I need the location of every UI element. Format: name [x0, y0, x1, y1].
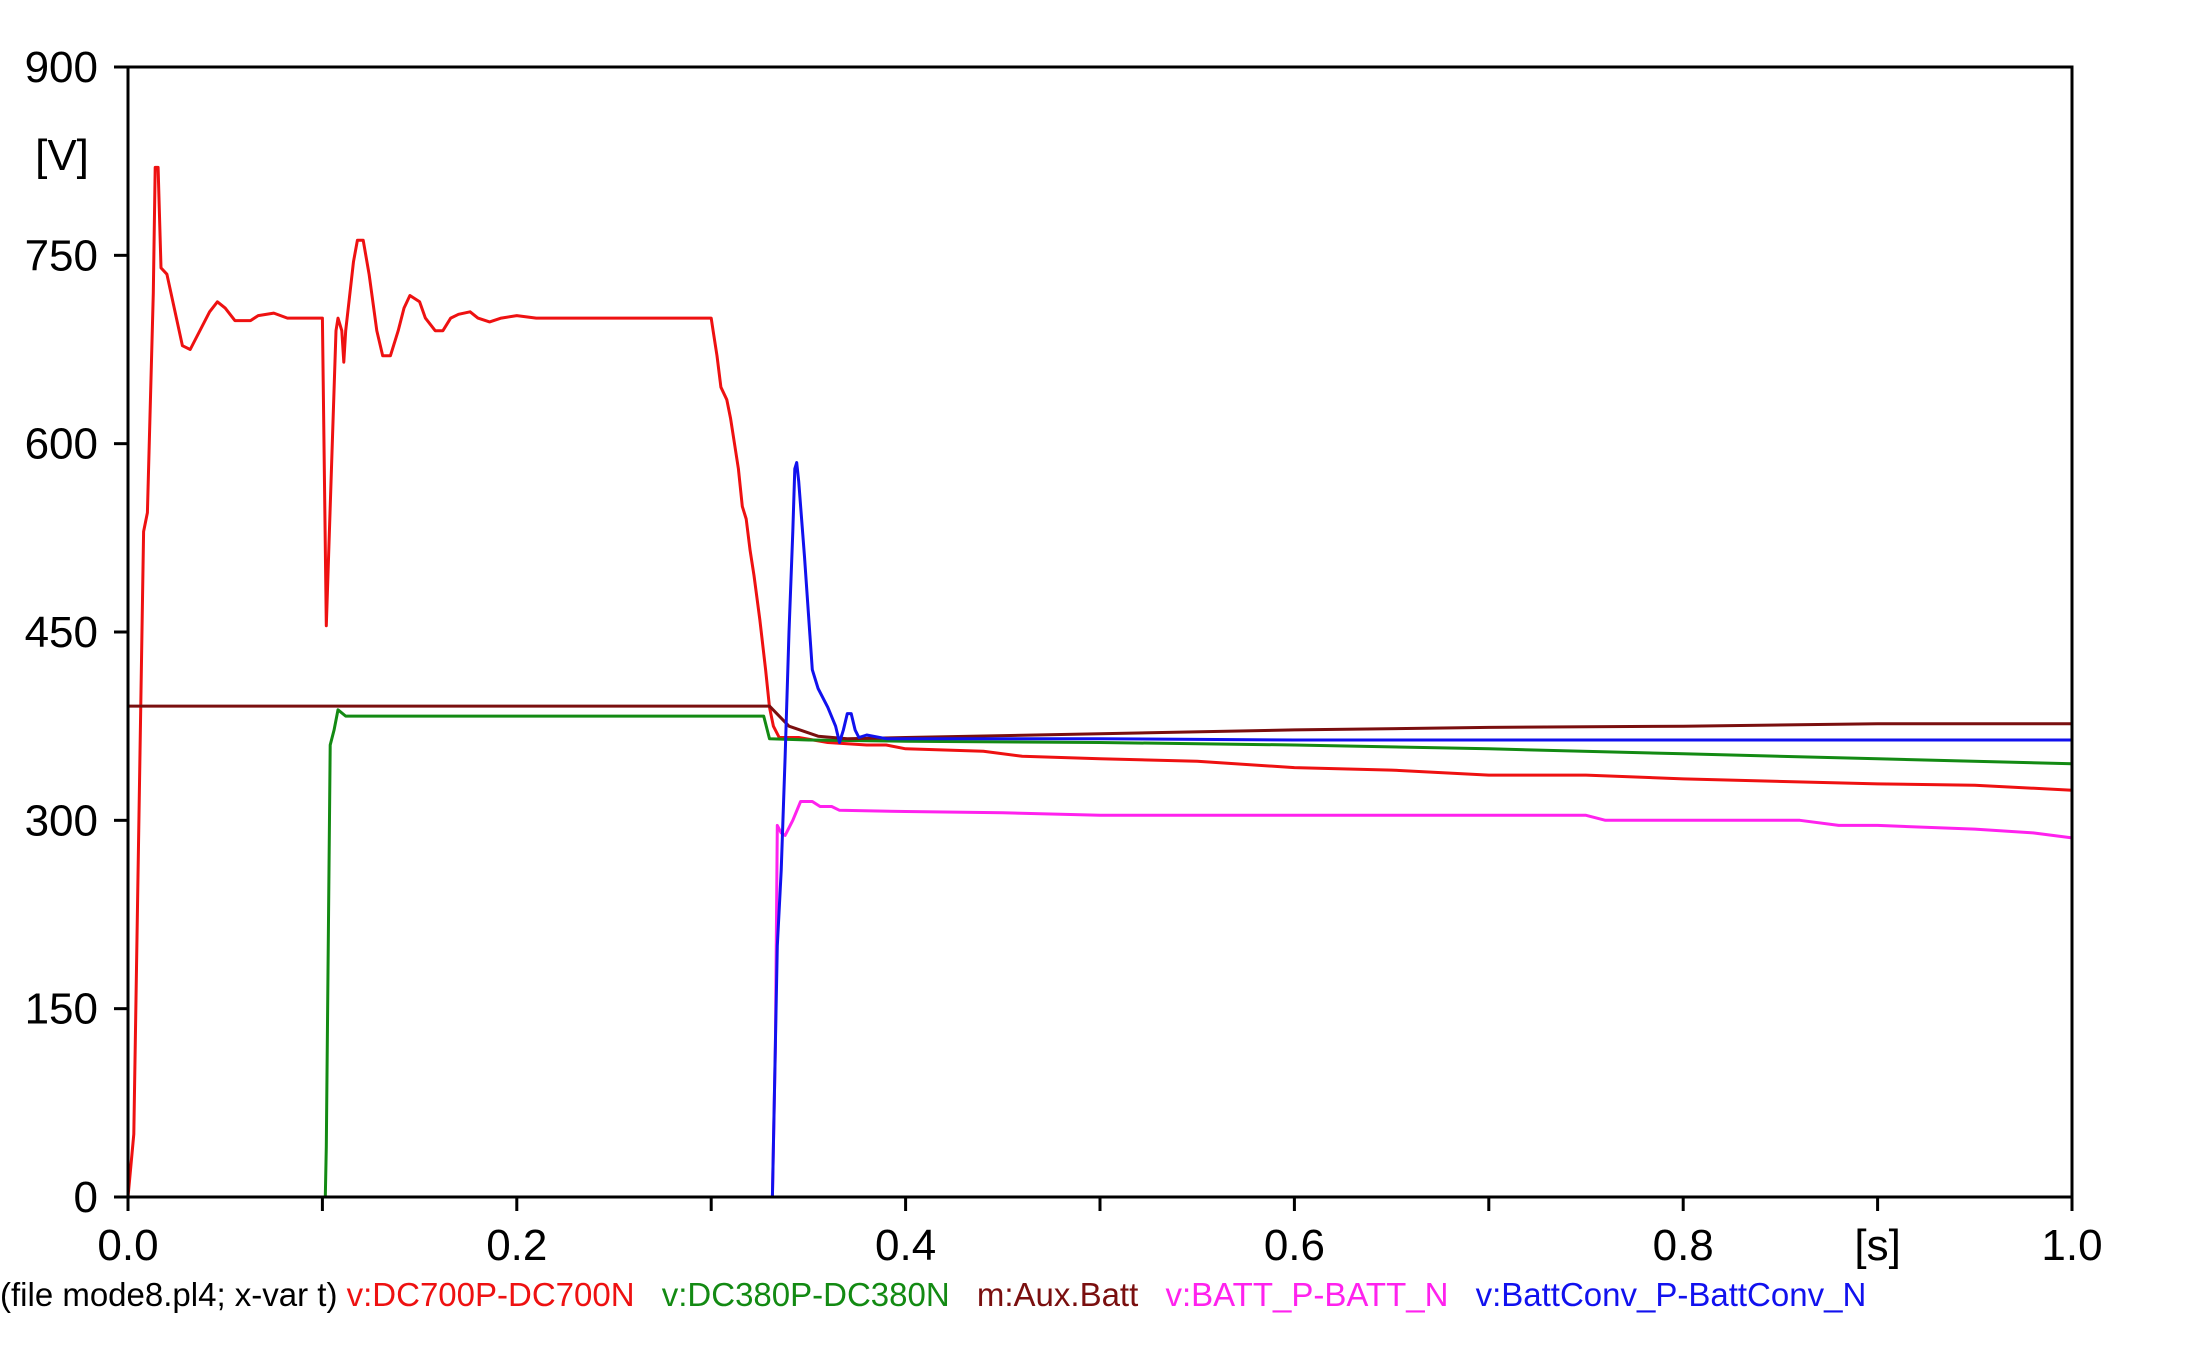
series-line-2 [128, 704, 2072, 741]
y-tick-label: 750 [25, 231, 98, 280]
legend-entry-aux-batt: m:Aux.Batt [977, 1276, 1138, 1313]
y-tick-label: 150 [25, 985, 98, 1034]
legend-entry-dc700: v:DC700P-DC700N [347, 1276, 635, 1313]
series-line-4 [128, 461, 2072, 1199]
y-tick-label: 900 [25, 43, 98, 92]
legend-entry-battconv: v:BattConv_P-BattConv_N [1476, 1276, 1867, 1313]
x-axis-unit-label: [s] [1854, 1221, 1900, 1270]
x-tick-label: 0.4 [875, 1221, 936, 1270]
y-tick-label: 450 [25, 608, 98, 657]
y-tick-label: 600 [25, 420, 98, 469]
legend-prefix: (file mode8.pl4; x-var t) [0, 1276, 337, 1313]
y-axis-unit-label: [V] [35, 131, 89, 180]
legend-entry-batt: v:BATT_P-BATT_N [1165, 1276, 1448, 1313]
axis-ticks: 0 150 300 450 600 750 900 0.0 0.2 0.4 0.6 0.8 1.0 [25, 43, 2103, 1270]
x-tick-label: 0.8 [1653, 1221, 1714, 1270]
y-tick-label: 0 [74, 1173, 98, 1222]
x-tick-label: 1.0 [2041, 1221, 2102, 1270]
x-tick-label: 0.2 [486, 1221, 547, 1270]
y-tick-label: 300 [25, 796, 98, 845]
x-tick-label: 0.6 [1264, 1221, 1325, 1270]
x-tick-label: 0.0 [97, 1221, 158, 1270]
series-line-0 [126, 165, 2073, 1198]
legend: (file mode8.pl4; x-var t) v:DC700P-DC700… [0, 1276, 1866, 1313]
legend-entry-dc380: v:DC380P-DC380N [662, 1276, 950, 1313]
series-line-1 [128, 708, 2073, 1199]
